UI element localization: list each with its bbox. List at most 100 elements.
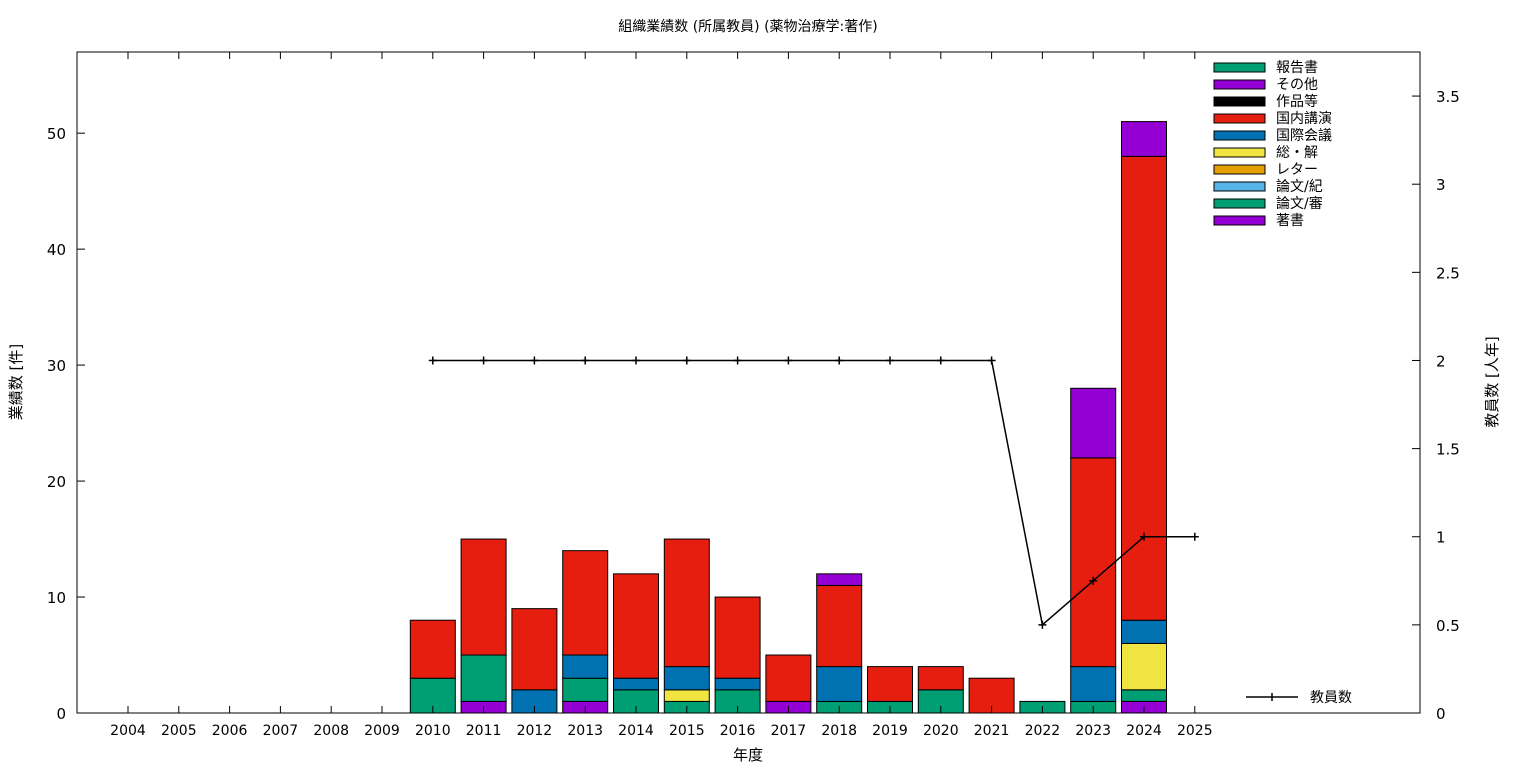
legend-swatch — [1213, 113, 1266, 124]
bar-2018-series-8 — [816, 573, 863, 586]
line-point — [581, 356, 590, 365]
x-axis-title: 年度 — [733, 746, 763, 764]
legend-item: 著書 — [1213, 213, 1304, 229]
line-point — [530, 356, 539, 365]
line-series-faculty — [432, 359, 1195, 627]
x-tick-label: 2005 — [161, 723, 197, 739]
bar-2014-series-5 — [613, 677, 659, 691]
bar-2023-series-6 — [1070, 457, 1117, 668]
legend-item: 総・解 — [1213, 145, 1318, 161]
y2-tick-label: 0 — [1436, 705, 1446, 723]
x-tick-label: 2013 — [567, 723, 603, 739]
x-tick-label: 2006 — [212, 723, 248, 739]
legend-label: 総・解 — [1276, 145, 1318, 161]
bar-2016-series-5 — [714, 677, 761, 691]
legend-item: 国内講演 — [1213, 111, 1332, 127]
x-tick-label: 2007 — [263, 723, 299, 739]
y-tick-label: 50 — [47, 125, 66, 143]
y2-tick-label: 3 — [1436, 176, 1446, 194]
legend-label: レター — [1276, 162, 1318, 178]
y2-tick-label: 1.5 — [1436, 441, 1460, 459]
line-layer — [428, 356, 1199, 629]
legend-item-line: 教員数 — [1246, 690, 1352, 706]
legend-swatch — [1213, 130, 1266, 141]
bar-2024-series-4 — [1121, 642, 1167, 691]
x-tick-label: 2008 — [313, 723, 349, 739]
line-point — [936, 356, 945, 365]
line-point — [632, 356, 640, 365]
legend-item: 作品等 — [1213, 93, 1318, 110]
y-tick-label: 20 — [47, 473, 66, 491]
y2-tick-label: 2.5 — [1436, 264, 1460, 282]
legend-item: その他 — [1213, 77, 1318, 93]
line-point — [987, 356, 996, 365]
x-tick-label: 2025 — [1177, 723, 1213, 739]
y-tick-label: 30 — [47, 357, 66, 375]
y2-tick-label: 3.5 — [1436, 88, 1460, 106]
bar-2011-series-6 — [460, 538, 507, 656]
line-point — [479, 356, 488, 365]
legend-label: その他 — [1276, 77, 1318, 93]
line-point — [428, 356, 437, 365]
y-axis-title: 業績数 [件] — [7, 344, 25, 420]
legend-swatch — [1213, 215, 1266, 226]
legend-swatch — [1213, 164, 1266, 175]
bar-2019-series-6 — [867, 666, 913, 702]
legend-label: 作品等 — [1276, 93, 1318, 110]
bar-2024-series-5 — [1121, 619, 1167, 644]
x-tick-label: 2017 — [771, 723, 807, 739]
line-point — [682, 356, 691, 365]
bar-2018-series-5 — [816, 666, 863, 702]
bar-2020-series-6 — [917, 666, 964, 691]
y-tick-label: 40 — [47, 241, 66, 259]
x-tick-label: 2014 — [618, 723, 654, 739]
legend-label: 国内講演 — [1276, 111, 1332, 127]
bar-2024-series-8 — [1121, 121, 1167, 157]
bar-2016-series-6 — [714, 596, 761, 679]
legend-swatch — [1213, 96, 1266, 107]
y-tick-label: 0 — [56, 705, 66, 723]
bar-2012-series-6 — [511, 608, 558, 691]
line-point — [733, 356, 742, 365]
bar-2023-series-8 — [1070, 387, 1117, 459]
bar-2017-series-6 — [765, 654, 812, 702]
y2-axis-title: 教員数 [人年] — [1483, 336, 1501, 427]
plot-frame — [76, 51, 1421, 714]
x-tick-label: 2021 — [974, 723, 1010, 739]
legend-label: 報告書 — [1276, 60, 1318, 76]
bar-2015-series-5 — [663, 666, 710, 691]
line-point — [784, 356, 793, 365]
bar-2013-series-6 — [562, 550, 609, 656]
legend-item: 論文/審 — [1213, 196, 1323, 212]
legend-line-label: 教員数 — [1310, 690, 1352, 706]
x-tick-label: 2010 — [415, 723, 451, 739]
legend-swatch — [1213, 181, 1266, 192]
bar-2013-series-5 — [562, 654, 609, 679]
x-tick-label: 2011 — [466, 723, 502, 739]
legend-swatch — [1213, 198, 1266, 209]
legend-swatch — [1213, 62, 1266, 73]
y2-tick-label: 0.5 — [1436, 617, 1460, 635]
bar-2024-series-1 — [1121, 689, 1167, 702]
bar-2015-series-4 — [663, 689, 710, 702]
line-point — [835, 356, 844, 365]
legend-item: 論文/紀 — [1213, 179, 1323, 195]
bar-2014-series-6 — [613, 573, 659, 679]
x-tick-label: 2016 — [720, 723, 756, 739]
y2-tick-label: 2 — [1436, 352, 1446, 370]
x-tick-label: 2018 — [821, 723, 857, 739]
bar-2023-series-5 — [1070, 666, 1117, 702]
x-tick-label: 2009 — [364, 723, 400, 739]
x-tick-label: 2015 — [669, 723, 705, 739]
y-tick-label: 10 — [47, 589, 66, 607]
bar-2018-series-6 — [816, 584, 863, 668]
y2-tick-label: 1 — [1436, 529, 1446, 547]
legend-label: 著書 — [1276, 213, 1304, 229]
chart-title: 組織業績数 (所属教員) (薬物治療学:著作) — [618, 18, 877, 35]
bar-2015-series-6 — [663, 538, 710, 668]
legend-label: 論文/審 — [1276, 196, 1323, 212]
legend-item: 国際会議 — [1213, 127, 1332, 144]
bars-layer — [409, 121, 1167, 714]
line-point — [1038, 620, 1047, 629]
